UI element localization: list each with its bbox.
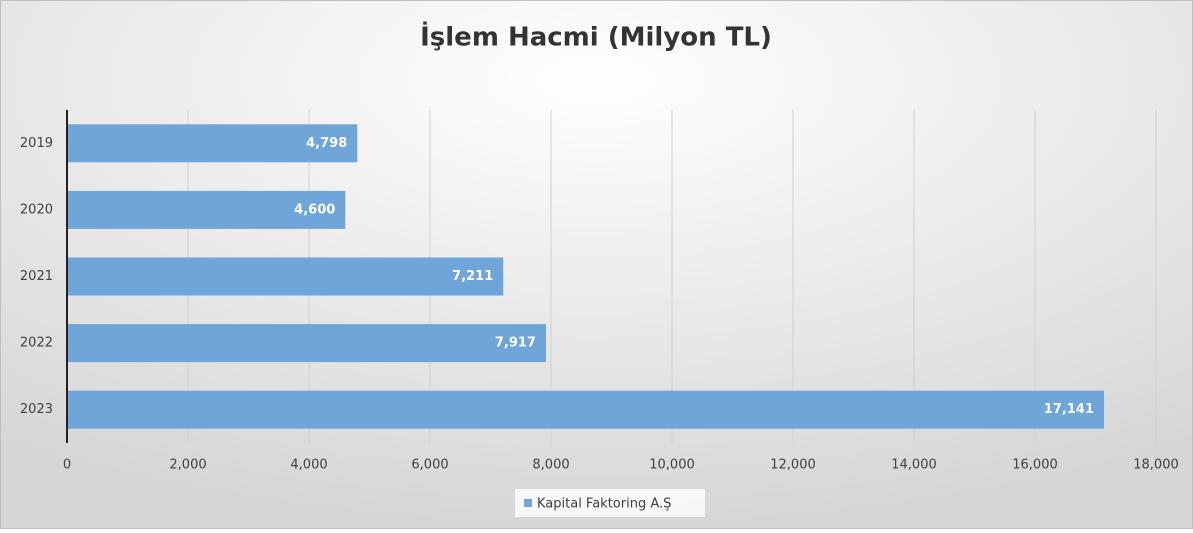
y-tick-label: 2020 xyxy=(20,202,53,217)
x-tick-label: 4,000 xyxy=(290,458,327,473)
x-tick-label: 12,000 xyxy=(770,458,816,473)
x-tick-label: 2,000 xyxy=(169,458,206,473)
data-label: 7,211 xyxy=(452,269,493,284)
x-tick-label: 14,000 xyxy=(891,458,937,473)
bar xyxy=(67,390,1105,429)
x-tick-label: 18,000 xyxy=(1133,458,1179,473)
chart-title: İşlem Hacmi (Milyon TL) xyxy=(420,21,772,53)
data-label: 17,141 xyxy=(1044,402,1094,417)
legend-box xyxy=(515,489,705,517)
legend-label: Kapital Faktoring A.Ş xyxy=(537,497,671,512)
bar xyxy=(67,190,346,229)
y-tick-label: 2019 xyxy=(20,136,53,151)
data-label: 4,798 xyxy=(306,136,347,151)
legend-swatch xyxy=(524,499,532,507)
x-tick-label: 16,000 xyxy=(1012,458,1058,473)
y-tick-label: 2022 xyxy=(20,336,53,351)
x-tick-label: 0 xyxy=(63,458,71,473)
data-label: 4,600 xyxy=(294,202,335,217)
bar xyxy=(67,257,504,296)
bar xyxy=(67,124,358,163)
data-label: 7,917 xyxy=(495,336,536,351)
y-tick-label: 2021 xyxy=(20,269,53,284)
y-tick-label: 2023 xyxy=(20,402,53,417)
x-tick-label: 10,000 xyxy=(649,458,695,473)
x-tick-label: 6,000 xyxy=(411,458,448,473)
bar xyxy=(67,324,546,363)
x-tick-label: 8,000 xyxy=(532,458,569,473)
